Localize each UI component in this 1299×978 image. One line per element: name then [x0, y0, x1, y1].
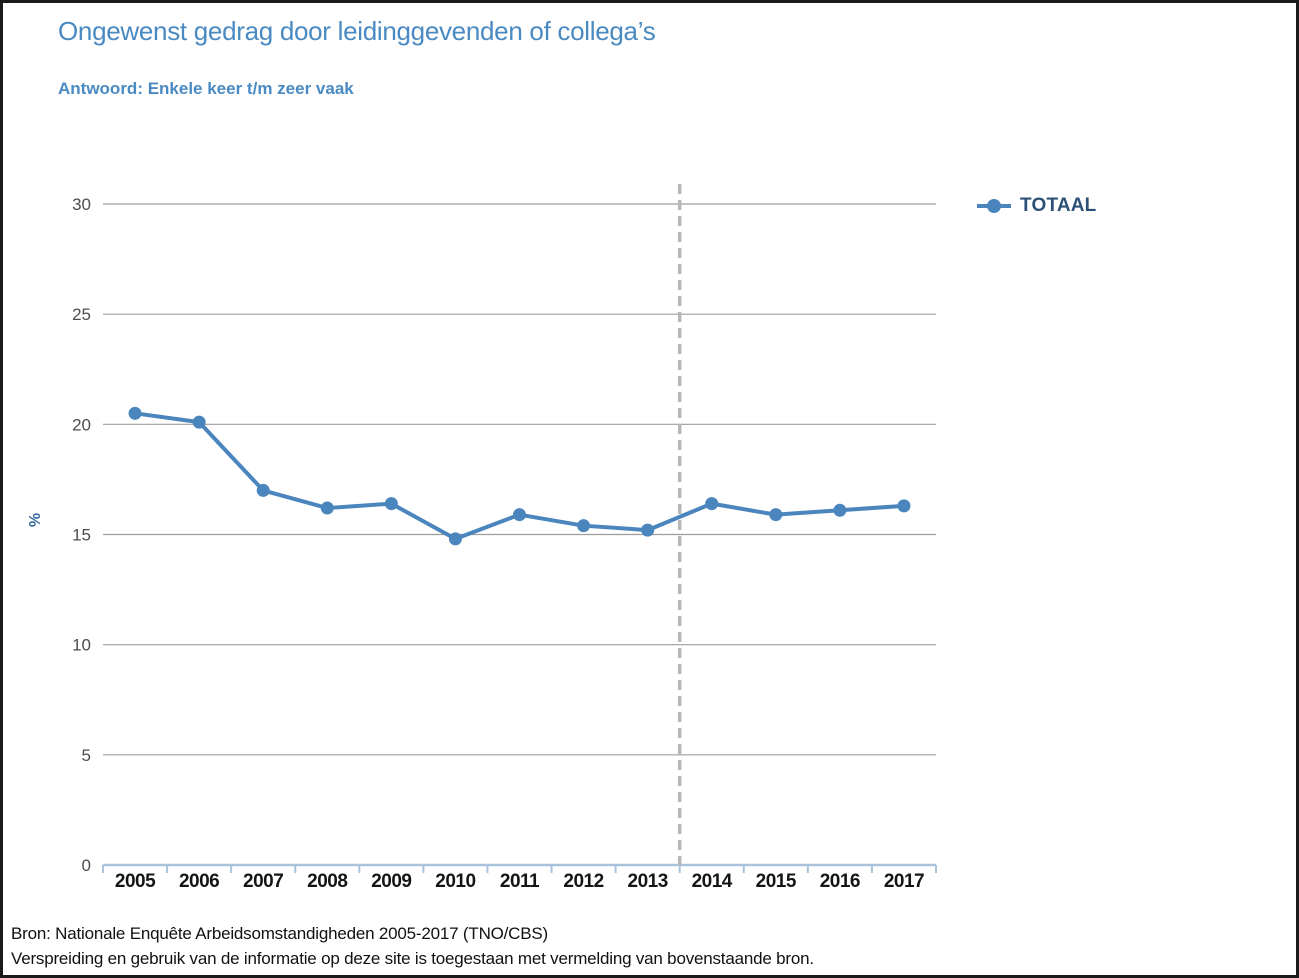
x-tick-label-2015: 2015	[756, 871, 797, 892]
x-tick-label-2010: 2010	[435, 871, 475, 892]
data-point-2012	[577, 519, 591, 533]
data-point-2009	[384, 497, 398, 511]
x-tick-label-2016: 2016	[820, 871, 860, 892]
chart-title: Ongewenst gedrag door leidinggevenden of…	[58, 16, 656, 46]
x-tick-label-2006: 2006	[179, 871, 219, 892]
x-tick-label-2017: 2017	[884, 871, 924, 892]
legend-label: TOTAAL	[1020, 195, 1097, 216]
y-tick-label-15: 15	[72, 526, 91, 545]
x-tick-label-2013: 2013	[628, 871, 668, 892]
data-point-2013	[641, 523, 655, 537]
y-tick-label-10: 10	[72, 636, 91, 655]
data-point-2005	[128, 406, 142, 420]
y-tick-label-30: 30	[72, 195, 91, 214]
x-tick-label-2011: 2011	[500, 871, 540, 892]
data-point-2008	[320, 501, 334, 515]
x-tick-label-2005: 2005	[115, 871, 156, 892]
data-point-2014	[705, 497, 719, 511]
data-point-2010	[448, 532, 462, 546]
source-line-2: Verspreiding en gebruik van de informati…	[11, 949, 814, 968]
source-line-1: Bron: Nationale Enquête Arbeidsomstandig…	[11, 924, 549, 943]
data-point-2011	[513, 508, 526, 522]
y-tick-label-5: 5	[82, 746, 91, 765]
y-tick-label-25: 25	[72, 305, 91, 324]
data-point-2016	[833, 503, 847, 517]
x-tick-label-2009: 2009	[371, 871, 411, 892]
x-tick-label-2012: 2012	[563, 871, 603, 892]
y-tick-label-20: 20	[72, 415, 91, 434]
source-note: Bron: Nationale Enquête Arbeidsomstandig…	[11, 921, 814, 971]
x-tick-label-2007: 2007	[243, 871, 283, 892]
x-tick-label-2008: 2008	[307, 871, 347, 892]
legend-marker-icon	[977, 199, 1011, 213]
chart-subtitle: Antwoord: Enkele keer t/m zeer vaak	[58, 79, 354, 98]
line-chart-canvas: 0 5 10 15 20 25 30 2005 2006 2007 2008 2009 2010 2011…	[72, 184, 937, 892]
y-tick-label-0: 0	[82, 856, 91, 875]
data-point-2006	[192, 415, 206, 429]
legend-item-totaal[interactable]: TOTAAL	[976, 195, 1097, 217]
x-tick-label-2014: 2014	[692, 871, 733, 892]
data-point-2015	[769, 508, 783, 522]
data-point-2007	[256, 483, 270, 497]
data-point-2017	[897, 499, 911, 513]
